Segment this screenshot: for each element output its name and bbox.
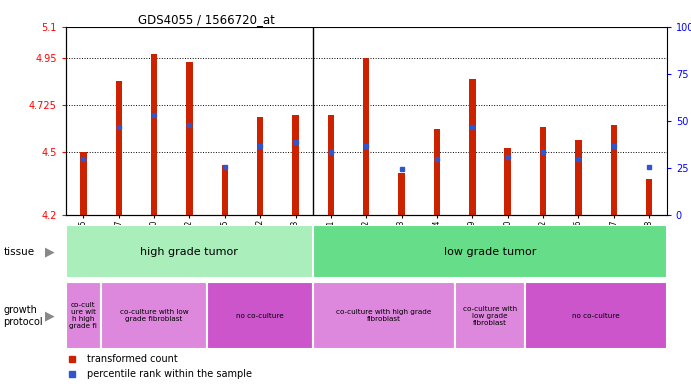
Bar — [525, 282, 667, 349]
Bar — [313, 282, 455, 349]
Bar — [80, 152, 86, 215]
Bar — [504, 148, 511, 215]
Bar — [646, 179, 652, 215]
Bar — [207, 282, 313, 349]
Text: co-culture with low
grade fibroblast: co-culture with low grade fibroblast — [120, 310, 189, 322]
Bar — [399, 173, 405, 215]
Text: percentile rank within the sample: percentile rank within the sample — [86, 369, 252, 379]
Bar — [540, 127, 546, 215]
Bar — [363, 58, 370, 215]
Bar — [66, 282, 101, 349]
Text: no co-culture: no co-culture — [572, 313, 620, 319]
Bar — [469, 79, 475, 215]
Bar — [151, 54, 158, 215]
Text: tissue: tissue — [3, 247, 35, 257]
Text: co-cult
ure wit
h high
grade fi: co-cult ure wit h high grade fi — [69, 302, 97, 329]
Bar — [66, 225, 313, 278]
Text: co-culture with
low grade
fibroblast: co-culture with low grade fibroblast — [463, 306, 517, 326]
Bar — [455, 282, 525, 349]
Bar — [222, 165, 228, 215]
Bar — [115, 81, 122, 215]
Text: no co-culture: no co-culture — [236, 313, 284, 319]
Text: growth
protocol: growth protocol — [3, 305, 43, 327]
Text: transformed count: transformed count — [86, 354, 178, 364]
Bar — [101, 282, 207, 349]
Text: co-culture with high grade
fibroblast: co-culture with high grade fibroblast — [337, 310, 432, 322]
Bar — [187, 63, 193, 215]
Bar — [611, 125, 617, 215]
Bar — [292, 115, 299, 215]
Text: ▶: ▶ — [45, 310, 55, 322]
Bar — [575, 140, 582, 215]
Bar — [328, 115, 334, 215]
Text: low grade tumor: low grade tumor — [444, 247, 536, 257]
Text: GDS4055 / 1566720_at: GDS4055 / 1566720_at — [138, 13, 274, 26]
Text: ▶: ▶ — [45, 245, 55, 258]
Bar — [257, 117, 263, 215]
Text: high grade tumor: high grade tumor — [140, 247, 238, 257]
Bar — [313, 225, 667, 278]
Bar — [434, 129, 440, 215]
